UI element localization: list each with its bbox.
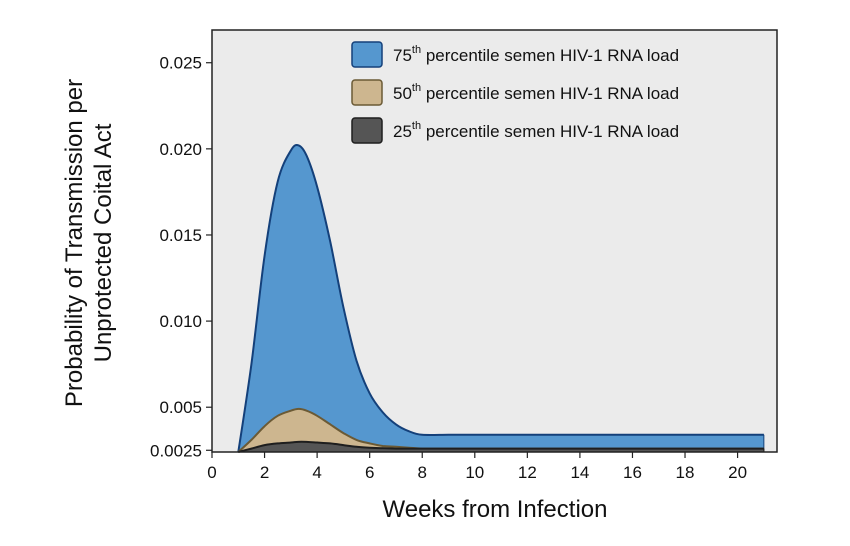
legend-number: 25 [393,122,412,141]
y-tick-label: 0.0025 [150,441,202,460]
legend-swatch [351,41,383,68]
legend-text: percentile semen HIV-1 RNA load [421,46,679,65]
area-series-group [237,143,765,453]
y-tick-label: 0.020 [159,140,202,159]
y-tick-label: 0.005 [159,398,202,417]
legend-superscript: th [412,44,421,56]
legend-number: 75 [393,46,412,65]
legend-label: 50th percentile semen HIV-1 RNA load [393,82,679,103]
legend-text: percentile semen HIV-1 RNA load [421,84,679,103]
y-axis: 0.0025 0.005 0.010 0.015 0.020 0.025 [150,54,212,460]
x-tick-label: 0 [207,463,216,482]
plot-frame [211,29,778,453]
x-tick-label: 20 [728,463,747,482]
legend-superscript: th [412,120,421,132]
y-tick-label: 0.015 [159,226,202,245]
y-tick-label: 0.010 [159,312,202,331]
x-tick-label: 12 [518,463,537,482]
area-outline-25 [238,440,764,453]
x-axis-title: Weeks from Infection [383,496,608,523]
x-tick-label: 14 [570,463,589,482]
x-tick-label: 8 [417,463,426,482]
x-axis: 0 2 4 6 8 10 12 14 16 18 20 [207,452,747,482]
legend-superscript: th [412,82,421,94]
y-tick-label: 0.025 [159,54,202,73]
legend-item-50: 50th percentile semen HIV-1 RNA load [351,79,679,106]
legend-item-25: 25th percentile semen HIV-1 RNA load [351,117,679,144]
x-tick-label: 6 [365,463,374,482]
legend-swatch [351,117,383,144]
legend-text: percentile semen HIV-1 RNA load [421,122,679,141]
y-axis-title-line-1: Probability of Transmission per [61,79,88,407]
x-tick-label: 4 [312,463,321,482]
legend-item-75: 75th percentile semen HIV-1 RNA load [351,41,679,68]
legend-swatch [351,79,383,106]
legend-label: 25th percentile semen HIV-1 RNA load [393,120,679,141]
x-tick-label: 2 [260,463,269,482]
x-tick-label: 18 [676,463,695,482]
legend-number: 50 [393,84,412,103]
x-tick-label: 16 [623,463,642,482]
legend: 75th percentile semen HIV-1 RNA load50th… [351,41,679,144]
y-axis-title-line-2: Unprotected Coital Act [90,123,117,362]
y-axis-title: Probability of Transmission per Unprotec… [61,79,117,407]
legend-label: 75th percentile semen HIV-1 RNA load [393,44,679,65]
area-outline-75 [237,143,764,453]
x-tick-label: 10 [465,463,484,482]
